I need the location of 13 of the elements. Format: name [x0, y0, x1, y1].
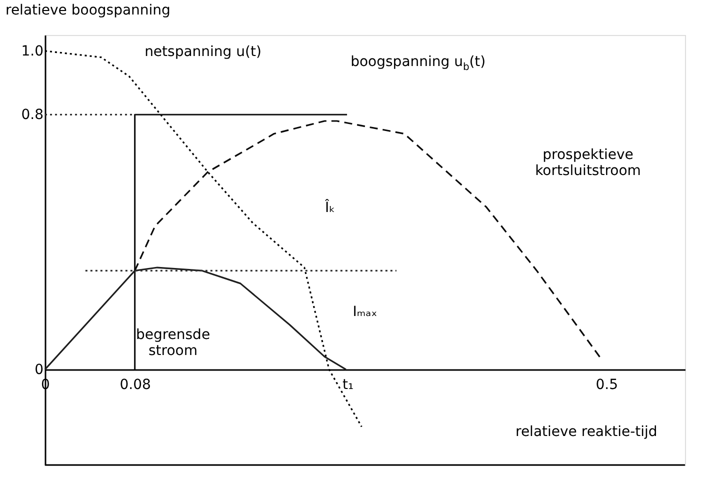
- x-axis-title: relatieve reaktie-tijd: [516, 424, 658, 440]
- y-tick-label: 0: [34, 362, 44, 378]
- annotation: begrensde stroom: [136, 327, 210, 359]
- x-tick-label: 0.08: [120, 376, 151, 393]
- y-axis-title: relatieve boogspanning: [6, 2, 170, 18]
- annotation: Iₘₐₓ: [352, 304, 378, 320]
- x-tick-label: 0.5: [596, 376, 618, 393]
- y-tick-label: 1.0: [21, 43, 44, 60]
- annotation: prospektieve kortsluitstroom: [535, 147, 641, 179]
- annotation: Îₖ: [324, 199, 336, 216]
- annotation: netspanning u(t): [144, 44, 262, 60]
- annotation: t₁: [342, 377, 354, 393]
- y-tick-label: 0.8: [21, 107, 44, 124]
